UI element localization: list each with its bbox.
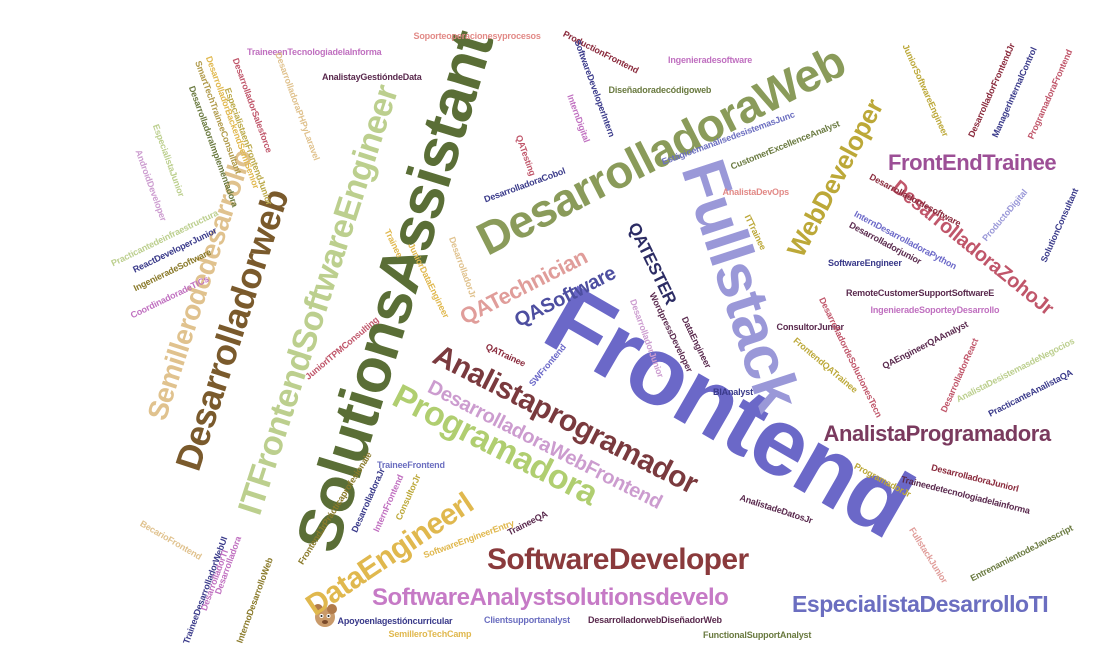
word-cloud-word: ProductoDigital	[980, 186, 1030, 243]
word-cloud-word: AnalistayGestióndeData	[322, 71, 422, 82]
word-cloud-word: TraineeenTecnologiadelaInforma	[247, 46, 382, 57]
word-cloud-word: BIAnalyst	[713, 386, 753, 397]
word-cloud-word: EspecialistaDesarrolloTI	[792, 590, 1049, 617]
word-cloud-word: InternoDesarrolloWeb	[234, 555, 275, 644]
word-cloud-word: DesarrolladoraPHPyLaravel	[273, 50, 322, 162]
word-cloud-word: JuniorSoftwareEngineer	[900, 42, 951, 138]
word-cloud-word: FunctionalSupportAnalyst	[703, 629, 812, 640]
mascot-image	[313, 604, 337, 627]
word-cloud-word: InternDigital	[565, 92, 592, 144]
word-cloud-word: SoftwareDeveloper	[487, 543, 749, 576]
word-cloud-word: Clientsupportanalyst	[484, 614, 570, 625]
word-cloud-word: DesarrolladorJr	[446, 234, 479, 299]
word-cloud-word: FrontEndTrainee	[888, 150, 1057, 175]
word-cloud-word: AnalistaProgramadora	[823, 421, 1052, 446]
word-cloud-word: Ingenieradesoftware	[668, 54, 753, 65]
word-cloud-word: Diseñadoradecódigoweb	[608, 84, 712, 95]
word-cloud-word: QAEngineerQAAnalyst	[880, 318, 969, 371]
word-cloud-word: QATesting	[513, 133, 538, 177]
word-cloud-word: SolutionConsultant	[1038, 186, 1081, 264]
word-cloud-word: SoftwareEngineer	[828, 257, 902, 268]
word-cloud-word: Apoyoenlagestióncurricular	[337, 615, 453, 626]
word-cloud-word: ConsultorJunior	[776, 321, 844, 332]
word-cloud-word: EntrenamientodeJavascript	[968, 522, 1075, 583]
word-cloud-word: TraineeFrontend	[377, 459, 445, 470]
word-cloud-word: SoftwareAnalystsolutionsdevelo	[372, 584, 729, 611]
word-cloud-word: DesarrolladorwebDiseñadorWeb	[588, 614, 722, 625]
word-cloud-word: ProductionFrontend	[560, 28, 640, 75]
word-cloud-word: IngenieradeSoporteyDesarrollo	[870, 304, 1000, 315]
word-cloud-word: AnalistaDevOps	[722, 186, 790, 197]
word-cloud-word: FullstackJunior	[907, 525, 950, 585]
word-cloud-word: Desarrolladordesoftware	[867, 171, 963, 228]
word-cloud-word: SemilleroTechCamp	[388, 628, 472, 639]
word-cloud-word: Soporteoperacionesyprocesos	[413, 30, 541, 41]
word-cloud-word: RemoteCustomerSupportSoftwareE	[846, 287, 995, 298]
word-cloud-word: BecarioFrontend	[137, 517, 203, 562]
